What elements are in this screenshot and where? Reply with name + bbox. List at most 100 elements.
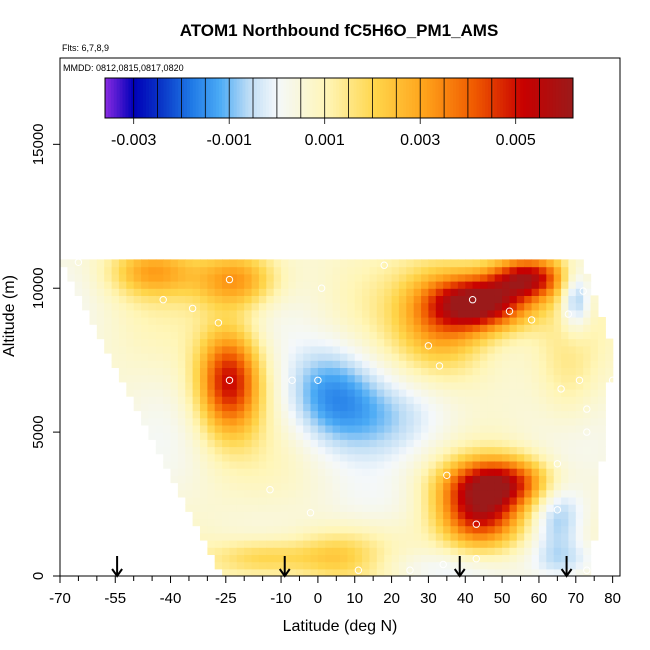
heatmap-cell (222, 410, 231, 419)
heatmap-cell (590, 410, 599, 419)
heatmap-cell (295, 281, 304, 289)
heatmap-cell (354, 360, 363, 368)
heatmap-cell (406, 266, 415, 275)
colorbar-segment (277, 78, 281, 118)
heatmap-cell (369, 266, 378, 275)
heatmap-cell (413, 259, 422, 268)
heatmap-cell (214, 561, 223, 570)
heatmap-cell (200, 396, 208, 404)
heatmap-cell (494, 432, 503, 440)
heatmap-cell (568, 367, 577, 376)
heatmap-cell (487, 338, 496, 347)
heatmap-cell (185, 460, 194, 469)
heatmap-cell (310, 518, 319, 527)
heatmap-cell (251, 403, 260, 412)
heatmap-cell (347, 417, 356, 426)
heatmap-cell (509, 432, 518, 440)
heatmap-cell (553, 281, 562, 289)
heatmap-cell (133, 288, 142, 296)
heatmap-cell (516, 396, 525, 404)
heatmap-cell (583, 309, 592, 318)
heatmap-cell (391, 460, 400, 469)
heatmap-cell (421, 281, 430, 289)
colorbar-segment (374, 78, 378, 118)
heatmap-cell (443, 446, 452, 455)
colorbar-segment (318, 78, 322, 118)
heatmap-cell (524, 295, 533, 304)
heatmap-cell (317, 489, 326, 498)
heatmap-cell (288, 302, 297, 311)
heatmap-cell (177, 324, 186, 332)
heatmap-cell (553, 568, 562, 577)
heatmap-cell (538, 273, 547, 282)
heatmap-cell (303, 281, 312, 289)
heatmap-cell (450, 460, 459, 469)
heatmap-cell (347, 309, 356, 318)
heatmap-cell (502, 561, 511, 570)
heatmap-cell (597, 410, 606, 419)
heatmap-cell (317, 561, 326, 570)
heatmap-cell (310, 532, 319, 541)
heatmap-cell (354, 288, 363, 296)
heatmap-cell (421, 424, 430, 433)
heatmap-cell (163, 345, 172, 354)
heatmap-cell (384, 511, 393, 520)
heatmap-cell (222, 324, 231, 332)
heatmap-cell (148, 295, 157, 304)
heatmap-cell (155, 338, 164, 347)
heatmap-cell (340, 489, 348, 498)
heatmap-cell (229, 281, 238, 289)
heatmap-cell (575, 266, 584, 275)
heatmap-cell (553, 547, 562, 555)
heatmap-cell (472, 403, 481, 412)
heatmap-cell (391, 259, 400, 268)
colorbar-segment (160, 78, 164, 118)
colorbar-segment (356, 78, 360, 118)
heatmap-cell (281, 266, 290, 275)
heatmap-cell (141, 281, 150, 289)
colorbar-segment (546, 78, 551, 118)
heatmap-cell (200, 489, 208, 498)
heatmap-cell (362, 345, 371, 354)
heatmap-cell (398, 432, 407, 440)
heatmap-cell (141, 295, 150, 304)
heatmap-cell (457, 273, 466, 282)
heatmap-cell (406, 532, 415, 541)
heatmap-cell (229, 309, 238, 318)
heatmap-cell (288, 374, 297, 383)
heatmap-cell (163, 360, 172, 368)
heatmap-cell (222, 532, 231, 541)
heatmap-cell (502, 345, 511, 354)
heatmap-cell (192, 367, 201, 376)
heatmap-cell (487, 432, 496, 440)
x-tick-label: 50 (494, 590, 511, 607)
heatmap-cell (362, 360, 371, 368)
heatmap-cell (354, 410, 363, 419)
heatmap-cell (222, 295, 231, 304)
heatmap-cell (428, 453, 437, 462)
heatmap-cell (362, 302, 371, 311)
heatmap-cell (384, 374, 393, 383)
heatmap-cell (413, 381, 422, 390)
heatmap-cell (310, 388, 319, 397)
heatmap-cell (303, 525, 312, 534)
heatmap-cell (516, 388, 525, 397)
heatmap-cell (340, 345, 348, 354)
heatmap-cell (148, 388, 157, 397)
heatmap-cell (170, 475, 179, 484)
heatmap-cell (450, 367, 459, 376)
heatmap-cell (222, 525, 231, 534)
heatmap-cell (251, 547, 260, 555)
heatmap-cell (185, 453, 194, 462)
heatmap-cell (575, 374, 584, 383)
heatmap-cell (480, 453, 488, 462)
heatmap-cell (303, 288, 312, 296)
heatmap-cell (516, 511, 525, 520)
heatmap-cell (435, 345, 444, 354)
heatmap-cell (325, 482, 334, 491)
heatmap-cell (391, 468, 400, 476)
heatmap-cell (317, 540, 326, 548)
heatmap-cell (553, 504, 562, 512)
heatmap-cell (391, 367, 400, 376)
heatmap-cell (74, 273, 83, 282)
